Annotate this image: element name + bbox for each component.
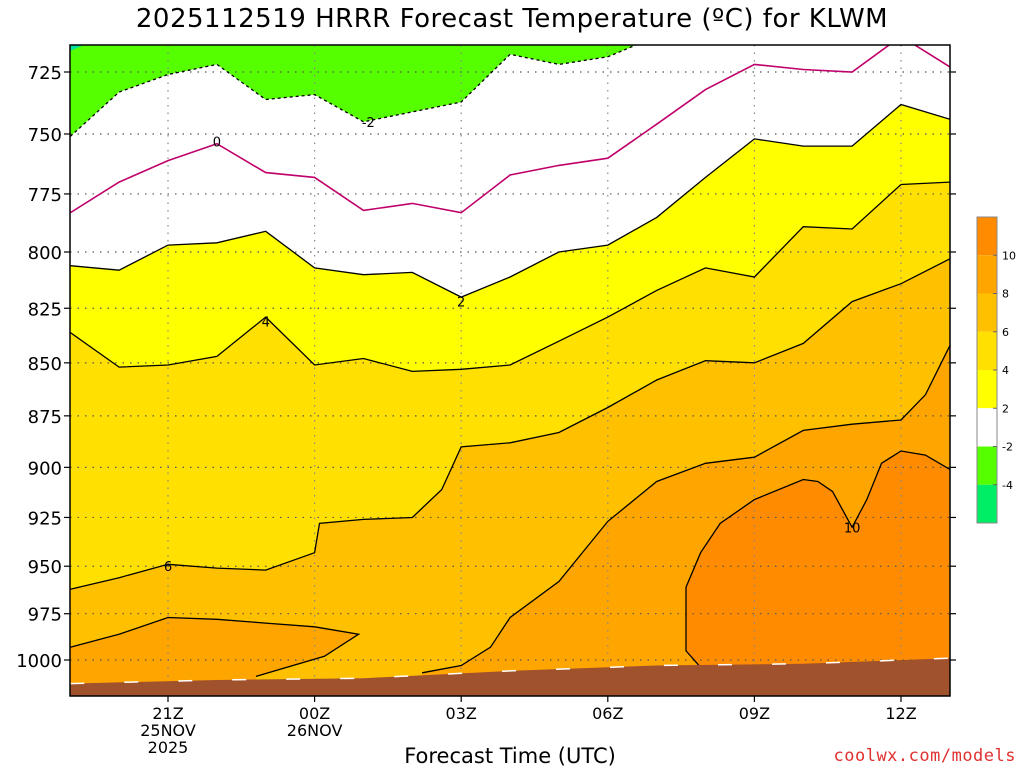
- contour-line-six: [70, 258, 950, 590]
- colorbar-label-5: -2: [1002, 441, 1013, 454]
- contour-label-six: 6: [164, 560, 172, 575]
- y-tick-label-750: 750: [28, 125, 62, 146]
- y-tick-label-775: 775: [28, 185, 62, 206]
- y-tick-label-950: 950: [28, 557, 62, 578]
- x-tick-label-21Z: 21Z: [152, 704, 183, 723]
- y-tick-label-900: 900: [28, 458, 62, 479]
- colorbar-label-6: -4: [1002, 479, 1013, 492]
- colorbar-swatch-7: [977, 484, 997, 523]
- colorbar-label-3: 4: [1002, 364, 1009, 377]
- fill-8-10-left: [70, 617, 359, 696]
- ground-surface: [70, 658, 950, 696]
- y-tick-label-850: 850: [28, 354, 62, 375]
- y-tick-label-875: 875: [28, 407, 62, 428]
- contour-label-two: 2: [457, 296, 465, 311]
- x-tick-label-03Z: 03Z: [446, 704, 477, 723]
- y-tick-label-975: 975: [28, 605, 62, 626]
- y-tick-label-1000: 1000: [16, 651, 62, 672]
- contour-label-minus2: -2: [362, 116, 375, 131]
- chart-title: 2025112519 HRRR Forecast Temperature (ºC…: [135, 4, 889, 34]
- contour-label-four: 4: [262, 316, 270, 331]
- colorbar-swatch-5: [977, 408, 997, 447]
- x-tick-sublabel-2025: 2025: [148, 738, 189, 757]
- y-tick-label-825: 825: [28, 299, 62, 320]
- contour-line-eight_b: [421, 345, 950, 674]
- colorbar-swatch-1: [977, 255, 997, 294]
- x-axis-label: Forecast Time (UTC): [404, 744, 616, 768]
- x-tick-label-06Z: 06Z: [592, 704, 623, 723]
- contour-line-two: [70, 103, 950, 298]
- x-tick-sublabel-26NOV: 26NOV: [287, 721, 343, 740]
- source-credit[interactable]: coolwx.com/models: [833, 746, 1016, 766]
- colorbar-label-1: 8: [1002, 288, 1009, 301]
- y-tick-label-925: 925: [28, 508, 62, 529]
- contour-label-ten: 10: [844, 521, 861, 536]
- fill-below-minus4: [70, 45, 84, 51]
- x-tick-label-12Z: 12Z: [885, 704, 916, 723]
- colorbar-label-4: 2: [1002, 402, 1009, 415]
- contour-line-ten: [685, 450, 950, 668]
- colorbar-label-0: 10: [1002, 249, 1016, 262]
- fill-above-10: [686, 451, 950, 696]
- x-tick-sublabel-25NOV: 25NOV: [140, 721, 196, 740]
- contour-label-zero: 0: [213, 135, 221, 150]
- y-tick-label-800: 800: [28, 243, 62, 264]
- colorbar-swatch-3: [977, 331, 997, 370]
- x-tick-label-09Z: 09Z: [739, 704, 770, 723]
- ground-surface-edge: [70, 657, 950, 685]
- colorbar-swatch-2: [977, 293, 997, 332]
- plot-frame: [69, 44, 951, 697]
- contour-line-four: [70, 181, 950, 373]
- contour-line-eight: [70, 616, 361, 678]
- colorbar-swatch-6: [977, 446, 997, 485]
- colorbar-swatch-4: [977, 370, 997, 409]
- colorbar-swatch-0: [977, 217, 997, 256]
- contour-line-zero: [70, 45, 950, 214]
- x-tick-label-00Z: 00Z: [299, 704, 330, 723]
- y-tick-label-725: 725: [28, 63, 62, 84]
- colorbar-label-2: 6: [1002, 326, 1009, 339]
